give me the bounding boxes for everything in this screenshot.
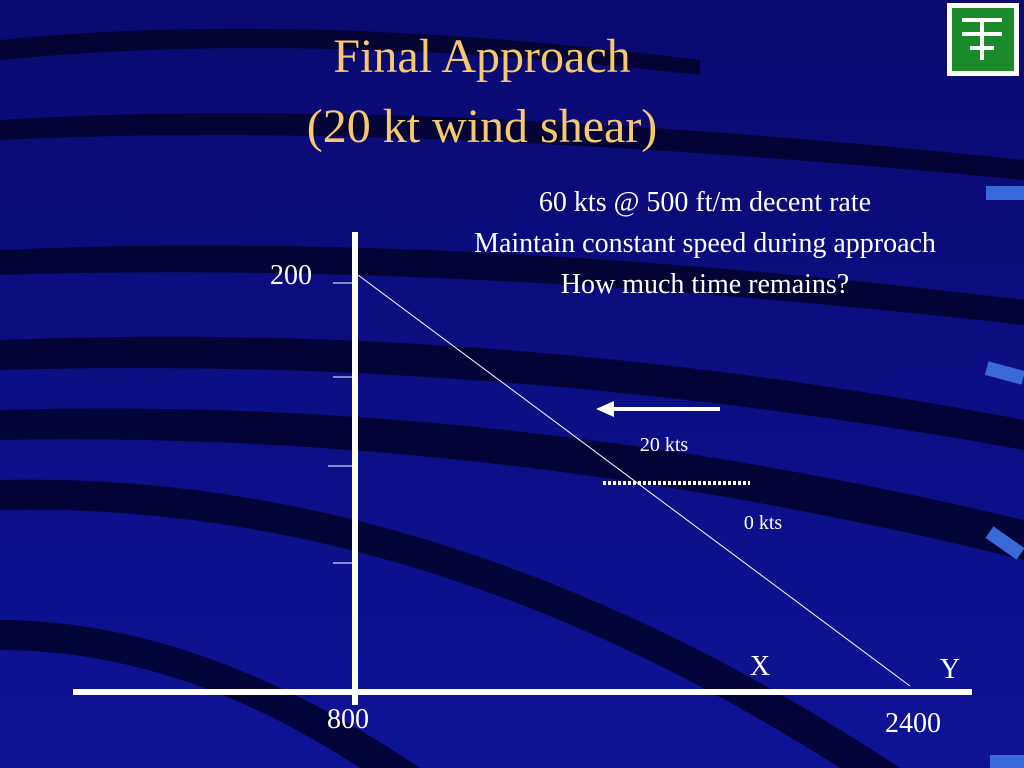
- axis-ticks: [328, 282, 352, 564]
- title-line: (20 kt wind shear): [307, 100, 658, 153]
- axis-label: 200: [270, 260, 312, 291]
- note: 60 kts @ 500 ft/m decent rate: [539, 187, 871, 218]
- background-swooshes: [0, 28, 1024, 768]
- point-label: X: [750, 651, 770, 682]
- wind-label: 0 kts: [744, 512, 783, 534]
- wind-arrowhead: [596, 401, 614, 417]
- point-label: Y: [940, 654, 960, 685]
- edge-markers: [984, 186, 1024, 768]
- logo: [947, 3, 1019, 76]
- wind-label: 20 kts: [640, 434, 689, 456]
- axis-label: 2400: [885, 708, 941, 739]
- glide-path: [357, 274, 911, 687]
- note: How much time remains?: [561, 269, 849, 300]
- axis-label: 800: [327, 704, 369, 735]
- title-line: Final Approach: [333, 30, 630, 83]
- note: Maintain constant speed during approach: [474, 228, 936, 259]
